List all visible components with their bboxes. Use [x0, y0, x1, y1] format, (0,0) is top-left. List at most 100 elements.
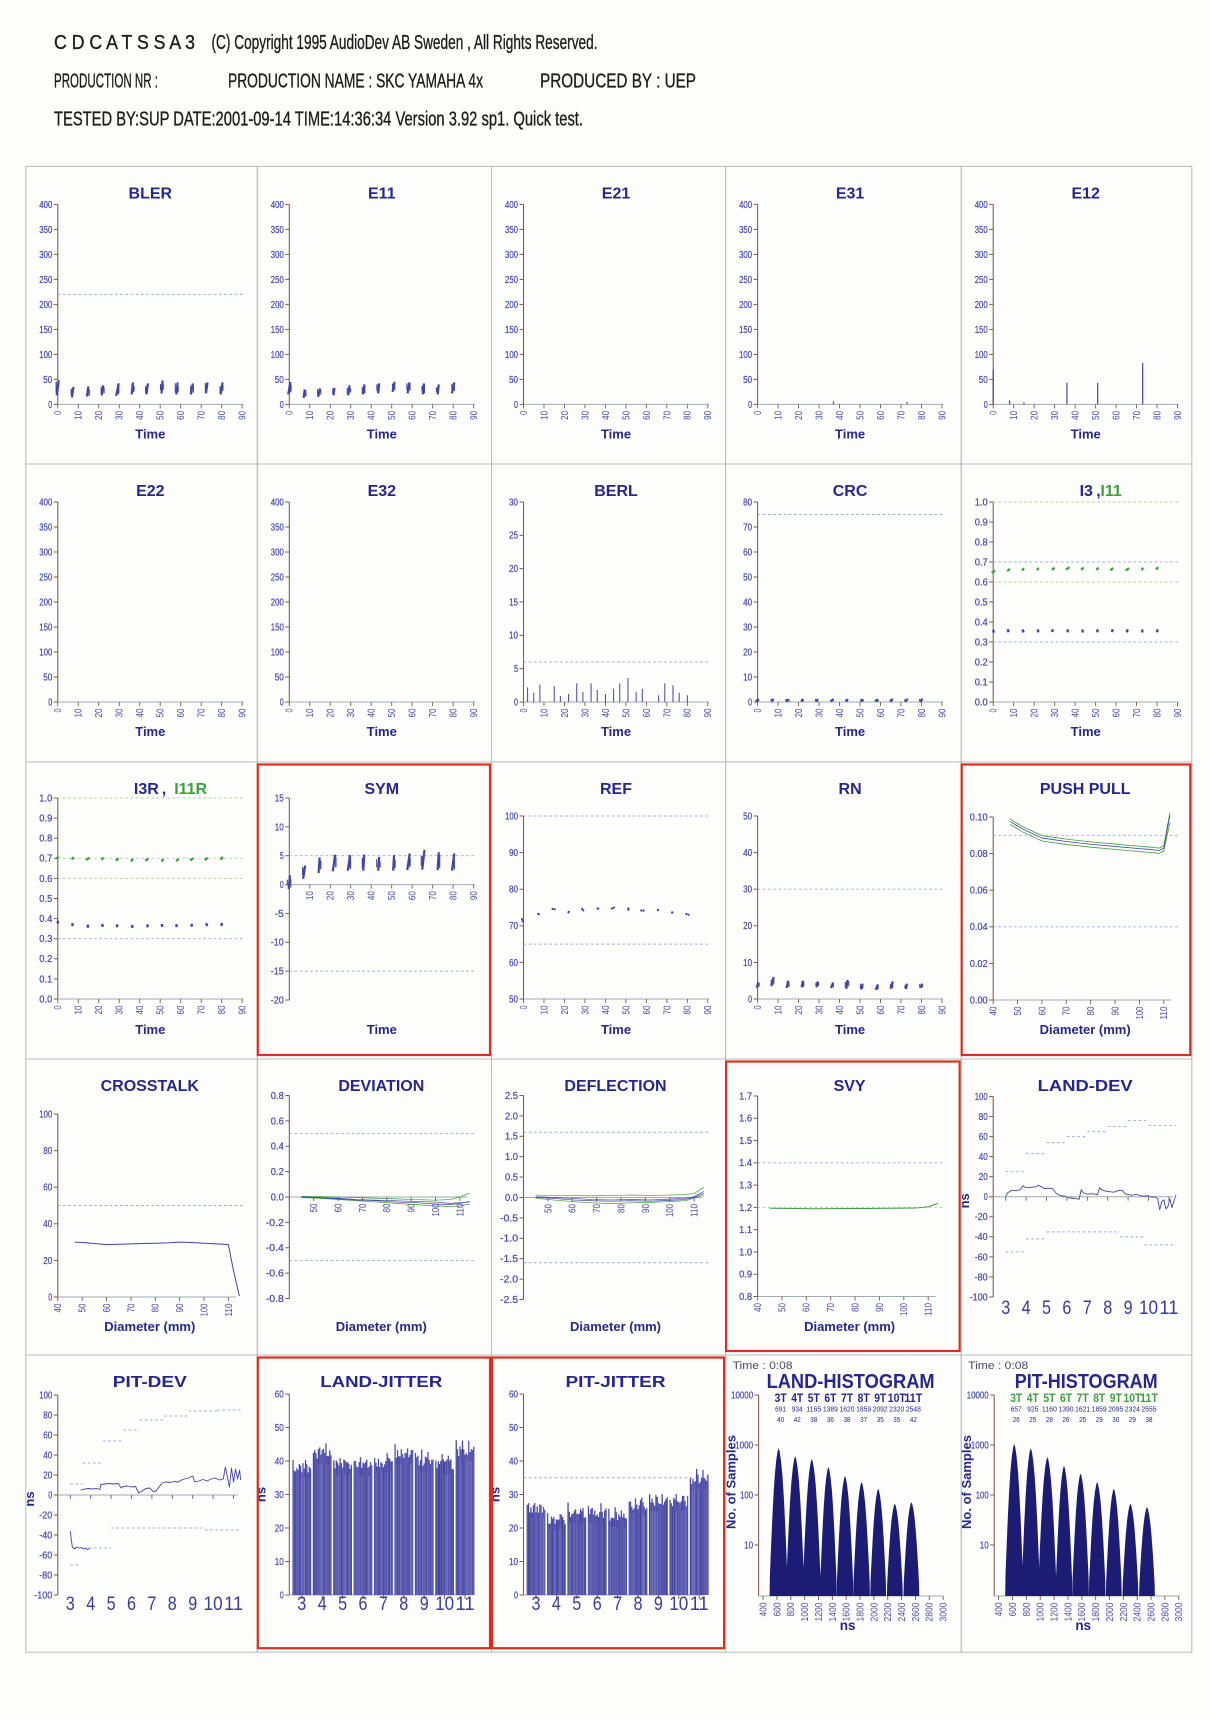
svg-text:200: 200 — [271, 300, 284, 311]
svg-text:10T: 10T — [888, 1393, 906, 1405]
svg-text:9: 9 — [188, 1594, 197, 1615]
svg-text:11: 11 — [224, 1594, 243, 1615]
svg-text:100: 100 — [505, 811, 518, 822]
svg-text:26: 26 — [1063, 1415, 1070, 1424]
svg-text:2400: 2400 — [1133, 1602, 1144, 1621]
svg-text:8: 8 — [1103, 1298, 1112, 1319]
svg-text:0: 0 — [280, 400, 284, 411]
svg-text:20: 20 — [43, 1470, 52, 1481]
svg-text:0: 0 — [989, 411, 1000, 415]
svg-text:-40: -40 — [39, 1530, 52, 1541]
svg-text:60: 60 — [876, 1005, 887, 1014]
svg-text:70: 70 — [896, 411, 907, 420]
svg-text:100: 100 — [39, 647, 52, 658]
svg-text:No. of Samples: No. of Samples — [724, 1435, 739, 1529]
svg-text:20: 20 — [509, 564, 518, 575]
svg-text:90: 90 — [1173, 708, 1184, 717]
svg-text:10: 10 — [275, 822, 284, 833]
svg-text:Time: Time — [367, 724, 397, 739]
svg-text:1.4: 1.4 — [739, 1158, 752, 1169]
svg-text:CRC: CRC — [833, 483, 868, 500]
svg-text:50: 50 — [1091, 708, 1102, 717]
svg-text:15: 15 — [275, 793, 284, 804]
svg-text:20: 20 — [94, 1005, 105, 1014]
svg-text:SYM: SYM — [364, 781, 399, 798]
svg-text:50: 50 — [1091, 411, 1102, 420]
svg-text:1000: 1000 — [735, 1440, 753, 1451]
svg-text:9T: 9T — [1110, 1393, 1122, 1405]
svg-text:10: 10 — [774, 411, 785, 420]
svg-text:Diameter (mm): Diameter (mm) — [804, 1319, 895, 1334]
svg-text:0.8: 0.8 — [739, 1292, 752, 1303]
svg-text:E12: E12 — [1071, 185, 1100, 202]
svg-text:E32: E32 — [368, 483, 397, 500]
svg-text:90: 90 — [1173, 411, 1184, 420]
svg-text:29: 29 — [1129, 1415, 1136, 1424]
svg-text:5: 5 — [572, 1594, 581, 1615]
svg-text:2800: 2800 — [1160, 1602, 1171, 1621]
svg-text:60: 60 — [408, 708, 419, 717]
svg-text:3: 3 — [1001, 1298, 1010, 1319]
svg-text:0: 0 — [514, 1590, 518, 1601]
svg-text:60: 60 — [176, 411, 187, 420]
svg-text:I3R: I3R — [134, 781, 159, 798]
svg-text:50: 50 — [43, 375, 52, 386]
svg-text:0.8: 0.8 — [271, 1091, 284, 1102]
svg-text:1800: 1800 — [855, 1602, 866, 1621]
svg-text:1.0: 1.0 — [975, 497, 988, 508]
svg-text:10: 10 — [305, 891, 316, 900]
svg-text:250: 250 — [739, 275, 752, 286]
svg-text:REF: REF — [600, 781, 632, 798]
svg-text:10: 10 — [74, 411, 85, 420]
svg-text:90: 90 — [238, 411, 249, 420]
svg-text:0: 0 — [753, 411, 764, 415]
svg-text:ns: ns — [840, 1618, 856, 1633]
svg-text:1.3: 1.3 — [739, 1181, 752, 1192]
svg-text:1.5: 1.5 — [739, 1136, 752, 1147]
svg-text:7: 7 — [379, 1594, 388, 1615]
svg-text:40: 40 — [43, 1450, 52, 1461]
svg-text:60: 60 — [333, 1203, 344, 1212]
svg-text:50: 50 — [509, 1423, 518, 1434]
svg-text:50: 50 — [621, 1005, 632, 1014]
svg-text:-0.2: -0.2 — [266, 1218, 284, 1229]
svg-text:10: 10 — [539, 1005, 550, 1014]
svg-text:40: 40 — [135, 708, 146, 717]
svg-text:Time: Time — [601, 1022, 631, 1037]
svg-text:10: 10 — [539, 708, 550, 717]
svg-text:80: 80 — [382, 1203, 393, 1212]
svg-text:1000: 1000 — [971, 1440, 989, 1451]
svg-text:3000: 3000 — [939, 1602, 950, 1621]
svg-text:40: 40 — [601, 411, 612, 420]
svg-text:30: 30 — [1050, 411, 1061, 420]
svg-text:40: 40 — [777, 1415, 784, 1424]
svg-text:50: 50 — [387, 708, 398, 717]
svg-text:ns: ns — [253, 1487, 268, 1502]
svg-text:0.5: 0.5 — [505, 1173, 518, 1184]
svg-text:30: 30 — [743, 622, 752, 633]
svg-text:PUSH PULL: PUSH PULL — [1040, 781, 1131, 798]
svg-text:42: 42 — [794, 1415, 801, 1424]
svg-text:50: 50 — [855, 1005, 866, 1014]
svg-text:1400: 1400 — [1063, 1602, 1074, 1621]
svg-text:5T: 5T — [1043, 1393, 1055, 1405]
svg-text:60: 60 — [176, 1005, 187, 1014]
svg-text:11T: 11T — [904, 1393, 922, 1405]
svg-text:8T: 8T — [1093, 1393, 1105, 1405]
svg-text:0: 0 — [748, 994, 752, 1005]
svg-text:20: 20 — [326, 891, 337, 900]
svg-text:40: 40 — [367, 891, 378, 900]
svg-text:80: 80 — [43, 1410, 52, 1421]
svg-text:200: 200 — [39, 597, 52, 608]
svg-text:30: 30 — [580, 411, 591, 420]
svg-text:Time: Time — [135, 1022, 165, 1037]
svg-text:40: 40 — [989, 1006, 1000, 1015]
svg-text:2000: 2000 — [1105, 1602, 1116, 1621]
svg-text:90: 90 — [469, 411, 480, 420]
svg-text:Diameter (mm): Diameter (mm) — [570, 1319, 661, 1334]
svg-text:90: 90 — [703, 708, 714, 717]
svg-text:80: 80 — [449, 891, 460, 900]
svg-text:60: 60 — [176, 708, 187, 717]
svg-text:-15: -15 — [271, 967, 284, 978]
svg-text:30: 30 — [580, 1005, 591, 1014]
